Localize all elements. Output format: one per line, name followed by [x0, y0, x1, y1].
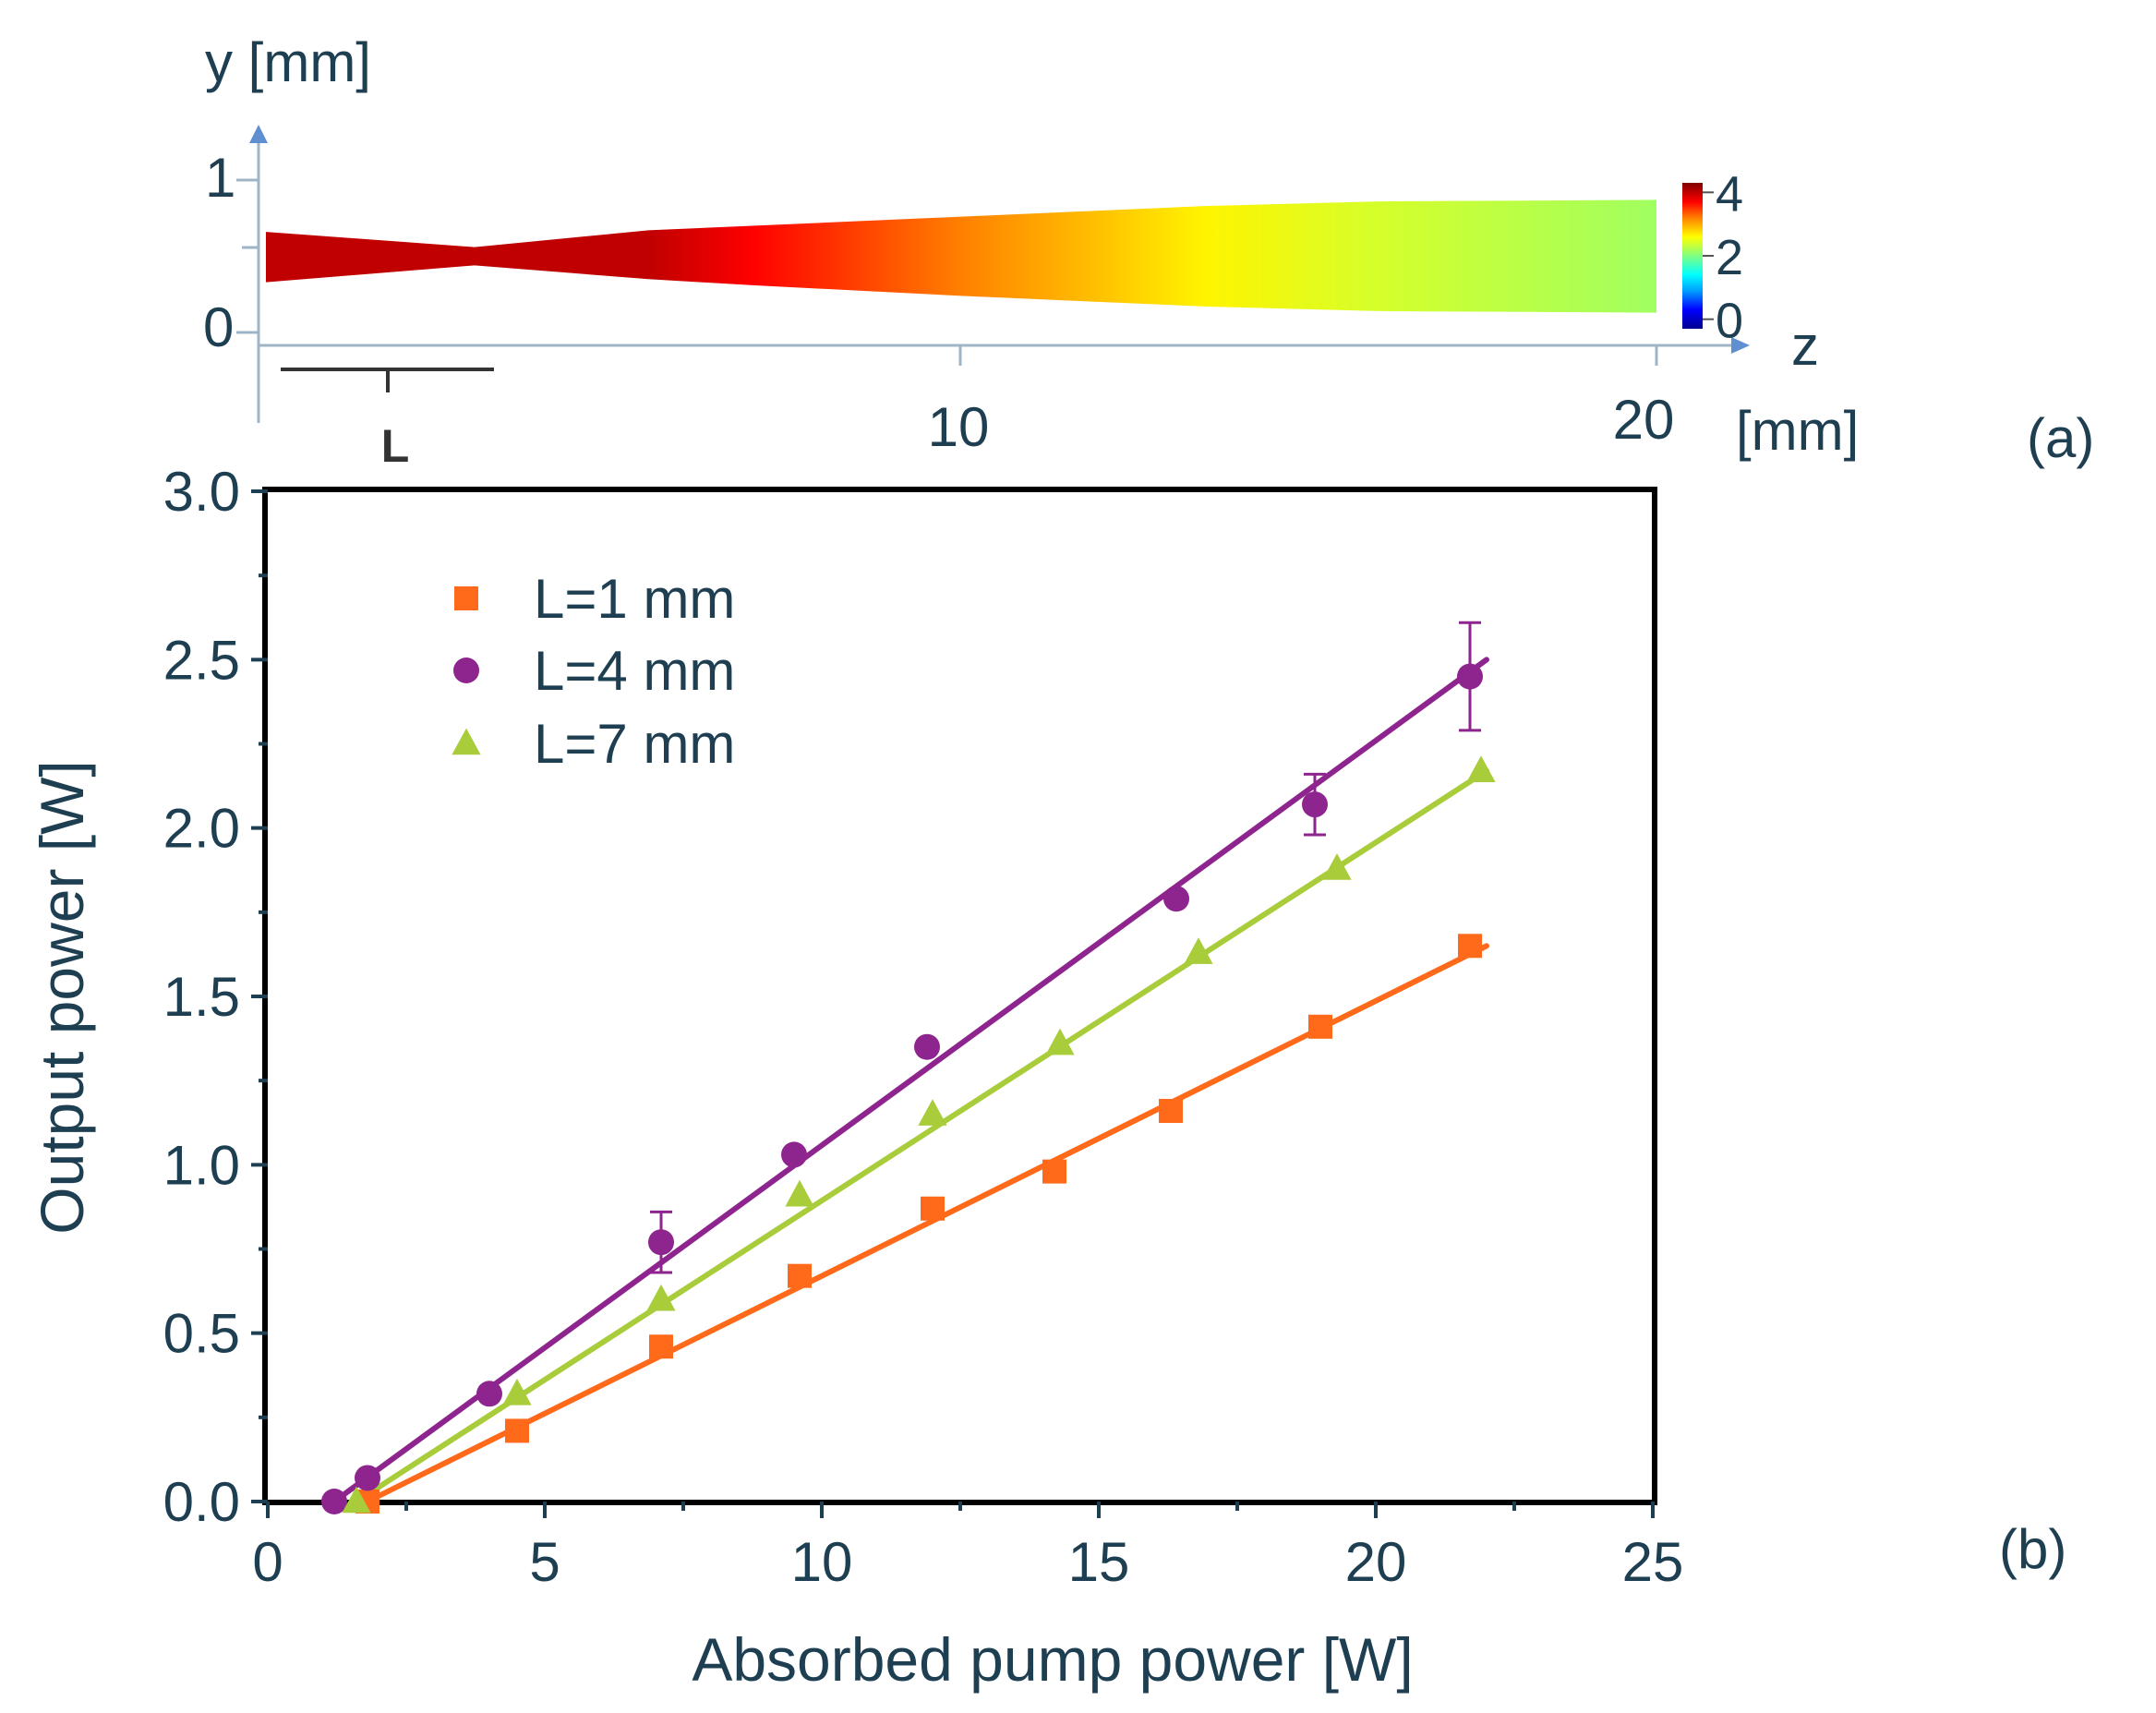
fit-line-l-1-mm	[365, 943, 1489, 1504]
panel-a-L-label: L	[381, 420, 410, 472]
point-l-4-mm	[476, 1381, 502, 1407]
temperature-strip	[266, 199, 1656, 313]
legend-marker-l-7-mm	[452, 728, 481, 755]
legend-label-l-1-mm: L=1 mm	[534, 568, 735, 630]
y-tick-label: 1.5	[163, 966, 240, 1028]
point-l-4-mm	[781, 1141, 807, 1168]
y-tick-label: 2.5	[163, 629, 240, 691]
y-tick-label: 2.0	[163, 798, 240, 860]
y-tick-label: 0.5	[163, 1303, 240, 1365]
panel-a-label: (a)	[2027, 407, 2094, 469]
legend-marker-l-4-mm	[453, 657, 479, 683]
point-l-7-mm	[785, 1179, 814, 1207]
point-l-1-mm	[1042, 1159, 1066, 1184]
x-tick-label: 25	[1622, 1531, 1684, 1593]
y-tick-label: 1.0	[163, 1134, 240, 1196]
point-l-4-mm	[1163, 886, 1189, 912]
panel-b: 0 5 10 15 20 250.00.51.01.52.02.53.0 L=1 mmL=…	[28, 461, 2066, 1694]
point-l-7-mm	[646, 1284, 676, 1311]
plot-frame	[262, 487, 1657, 1505]
x-tick-label: 5	[529, 1531, 560, 1593]
colorbar	[1682, 183, 1703, 329]
legend: L=1 mm L=4 mm L=7 mm	[452, 568, 735, 775]
point-l-4-mm	[321, 1489, 347, 1514]
panel-a-xlabel: z	[1791, 315, 1819, 377]
panel-a-x-arrow-icon	[1731, 337, 1750, 354]
point-l-1-mm	[505, 1418, 529, 1443]
axis-ticks	[251, 489, 1655, 1518]
point-l-7-mm	[502, 1378, 532, 1405]
point-l-4-mm	[355, 1465, 380, 1491]
fit-lines	[331, 657, 1489, 1504]
legend-label-l-4-mm: L=4 mm	[534, 640, 735, 702]
panel-a-y-arrow-icon	[249, 125, 268, 143]
legend-label-l-7-mm: L=7 mm	[534, 713, 735, 775]
x-tick-label: 10	[791, 1531, 853, 1593]
y-axis-label: Output power [W]	[28, 760, 96, 1235]
point-l-7-mm	[1045, 1028, 1075, 1056]
colorbar-tick-label: 4	[1716, 166, 1743, 222]
panel-a-ylabel: y [mm]	[205, 31, 371, 93]
x-tick-label: 0	[252, 1531, 283, 1593]
x-tick-label: 15	[1068, 1531, 1130, 1593]
x-tick-label: 20	[1345, 1531, 1407, 1593]
fit-line-l-4-mm	[331, 657, 1489, 1504]
legend-marker-l-1-mm	[454, 586, 478, 610]
y-tick-label: 3.0	[163, 461, 240, 523]
x-axis-label: Absorbed pump power [W]	[692, 1625, 1413, 1694]
panel-a-xunit: [mm]	[1736, 400, 1859, 462]
panel-a-xtick-label-10: 10	[928, 396, 990, 458]
panel-a-xtick-label-20: 20	[1613, 389, 1675, 451]
point-l-1-mm	[1308, 1014, 1332, 1039]
panel-b-label: (b)	[1999, 1518, 2066, 1580]
panel-a-ytick-label-1: 1	[205, 147, 235, 209]
point-l-7-mm	[1322, 853, 1352, 880]
axis-tick-labels: 0 5 10 15 20 25 0.0 0.5 1.0 1.5 2.0 2.5 3.0	[163, 461, 1684, 1593]
point-l-4-mm	[648, 1229, 674, 1256]
point-l-1-mm	[1159, 1098, 1183, 1123]
point-l-4-mm	[1457, 663, 1483, 690]
colorbar-ticks: 4 2 0	[1703, 166, 1743, 349]
point-l-1-mm	[649, 1334, 673, 1359]
panel-a: y [mm] 1 0 10 20 z [mm] (a) L 420	[203, 31, 2094, 472]
colorbar-tick-label: 2	[1716, 230, 1743, 285]
point-l-7-mm	[918, 1099, 947, 1126]
point-l-4-mm	[914, 1033, 940, 1060]
y-tick-label: 0.0	[163, 1471, 240, 1533]
point-l-7-mm	[342, 1486, 371, 1514]
colorbar-tick-label: 0	[1716, 294, 1743, 349]
point-l-4-mm	[1302, 791, 1328, 818]
fit-line-l-7-mm	[354, 767, 1489, 1504]
point-l-7-mm	[1184, 937, 1213, 964]
point-l-7-mm	[1466, 755, 1496, 782]
point-l-1-mm	[921, 1196, 945, 1221]
data-points	[321, 663, 1496, 1514]
panel-a-ytick-label-0: 0	[203, 296, 234, 358]
point-l-1-mm	[1458, 934, 1482, 959]
point-l-1-mm	[788, 1263, 812, 1288]
